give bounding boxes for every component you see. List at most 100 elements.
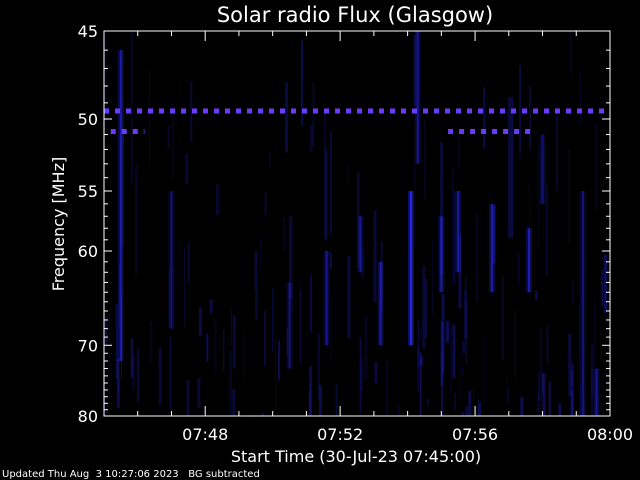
background-noise <box>214 320 217 374</box>
background-noise <box>475 212 478 302</box>
background-noise <box>454 392 456 411</box>
background-noise <box>264 192 267 215</box>
footer: Updated Thu Aug 3 10:27:06 2023 BG subtr… <box>2 469 260 480</box>
background-noise <box>361 248 365 280</box>
background-noise <box>232 315 236 369</box>
burst <box>457 191 460 273</box>
background-noise <box>231 306 233 346</box>
background-noise <box>374 362 378 384</box>
background-noise <box>380 241 383 312</box>
background-noise <box>570 389 574 416</box>
background-noise <box>413 34 417 106</box>
background-noise <box>425 278 428 338</box>
background-noise <box>118 378 120 394</box>
background-noise <box>571 362 574 416</box>
background-noise <box>558 403 562 416</box>
background-noise <box>120 135 124 247</box>
background-noise <box>453 190 455 284</box>
background-noise <box>548 381 551 416</box>
background-noise <box>423 119 426 200</box>
background-noise <box>508 96 512 238</box>
background-noise <box>419 351 422 416</box>
background-noise <box>441 351 444 416</box>
background-noise <box>254 250 258 292</box>
background-noise <box>264 311 267 367</box>
background-noise <box>197 378 201 408</box>
background-noise <box>335 384 338 416</box>
background-noise <box>556 105 558 192</box>
background-noise <box>150 321 153 363</box>
burst <box>119 50 122 362</box>
burst <box>582 191 585 416</box>
background-noise <box>260 235 262 269</box>
plot-frame <box>103 30 611 417</box>
background-noise <box>312 82 315 147</box>
background-noise <box>185 153 188 185</box>
background-noise <box>170 337 172 410</box>
background-noise <box>169 269 171 328</box>
background-noise <box>511 97 514 239</box>
background-noise <box>483 87 486 149</box>
burst <box>288 282 291 369</box>
background-noise <box>419 328 423 340</box>
background-noise <box>106 35 108 125</box>
background-noise <box>186 380 190 416</box>
background-noise <box>604 254 608 313</box>
background-noise <box>537 372 540 402</box>
burst <box>595 368 598 416</box>
burst-glow <box>539 134 546 204</box>
burst <box>409 191 412 346</box>
background-noise <box>158 348 162 405</box>
background-noise <box>473 388 475 399</box>
background-noise <box>398 405 400 416</box>
background-noise <box>492 205 496 264</box>
background-noise <box>373 210 377 303</box>
background-noise <box>529 185 531 236</box>
x-tick-label: 07:48 <box>182 425 228 444</box>
y-tick-label: 60 <box>78 242 98 261</box>
background-noise <box>130 338 134 378</box>
burst-glow <box>357 216 364 273</box>
background-noise <box>187 242 190 283</box>
background-noise <box>590 344 594 397</box>
y-tick-label: 45 <box>78 22 98 41</box>
burst <box>359 216 362 273</box>
background-noise <box>540 327 542 408</box>
background-noise <box>190 81 193 142</box>
background-noise <box>465 406 468 416</box>
y-tick-label: 80 <box>78 407 98 426</box>
x-tick-label: 07:56 <box>452 425 498 444</box>
background-noise <box>468 390 472 416</box>
burst-glow <box>323 251 330 346</box>
background-noise <box>356 171 360 269</box>
x-axis: 07:48 07:52 07:56 08:00 <box>137 31 633 444</box>
y-axis-label: Frequency [MHz] <box>49 157 68 291</box>
background-noise <box>360 357 364 391</box>
background-noise <box>329 252 332 269</box>
background-noise <box>541 372 544 394</box>
background-noise <box>514 308 516 378</box>
background-noise <box>461 411 465 416</box>
background-noise <box>119 266 121 329</box>
background-noise <box>568 149 570 245</box>
background-noise <box>232 388 236 416</box>
background-noise <box>568 333 572 396</box>
background-noise <box>285 82 289 153</box>
background-noise <box>104 398 106 416</box>
background-noise <box>595 124 598 211</box>
background-noise <box>462 340 466 354</box>
background-noise <box>441 293 445 375</box>
background-noise <box>539 414 543 417</box>
background-noise <box>579 69 581 127</box>
burst <box>541 134 544 204</box>
y-axis: 45 50 55 60 70 80 <box>78 22 610 426</box>
burst <box>490 203 493 293</box>
background-noise <box>546 183 549 276</box>
background-noise <box>570 370 573 387</box>
background-noise <box>178 233 180 292</box>
background-noise <box>309 124 313 152</box>
background-noise <box>261 412 264 416</box>
background-noise <box>167 125 170 149</box>
background-noise <box>537 393 540 416</box>
